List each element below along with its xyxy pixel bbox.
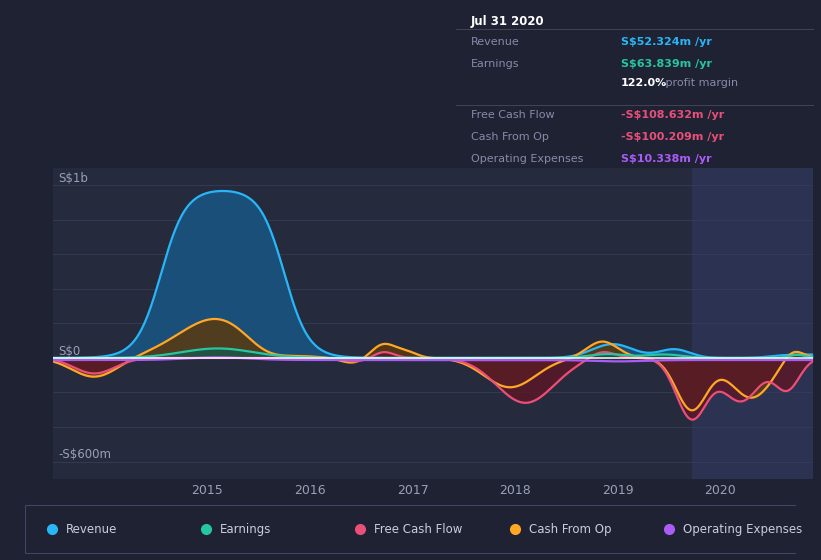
- Text: Operating Expenses: Operating Expenses: [683, 522, 802, 536]
- Text: Operating Expenses: Operating Expenses: [470, 154, 583, 164]
- Text: S$52.324m /yr: S$52.324m /yr: [621, 37, 712, 47]
- Text: Free Cash Flow: Free Cash Flow: [470, 110, 554, 120]
- Text: -S$600m: -S$600m: [58, 448, 112, 461]
- Text: Earnings: Earnings: [470, 59, 520, 69]
- Text: Jul 31 2020: Jul 31 2020: [470, 15, 544, 28]
- Text: S$1b: S$1b: [58, 172, 89, 185]
- Text: Revenue: Revenue: [66, 522, 117, 536]
- Text: Revenue: Revenue: [470, 37, 520, 47]
- Text: Earnings: Earnings: [220, 522, 271, 536]
- Text: S$63.839m /yr: S$63.839m /yr: [621, 59, 712, 69]
- FancyBboxPatch shape: [25, 505, 796, 553]
- Text: -S$108.632m /yr: -S$108.632m /yr: [621, 110, 724, 120]
- Text: Cash From Op: Cash From Op: [529, 522, 611, 536]
- Text: S$10.338m /yr: S$10.338m /yr: [621, 154, 712, 164]
- Text: S$0: S$0: [58, 344, 80, 358]
- Bar: [692, 168, 813, 479]
- Text: Free Cash Flow: Free Cash Flow: [374, 522, 462, 536]
- Text: profit margin: profit margin: [663, 78, 738, 88]
- Text: -S$100.209m /yr: -S$100.209m /yr: [621, 132, 724, 142]
- Text: Cash From Op: Cash From Op: [470, 132, 548, 142]
- Text: 122.0%: 122.0%: [621, 78, 667, 88]
